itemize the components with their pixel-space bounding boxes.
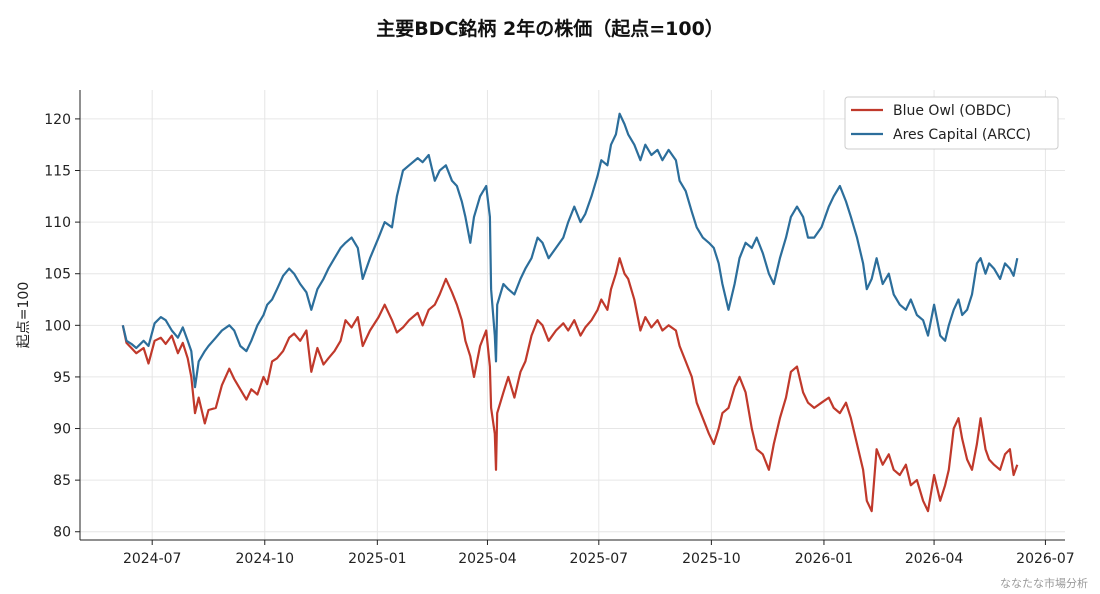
watermark: ななたな市場分析 — [1000, 577, 1088, 590]
legend: Blue Owl (OBDC) Ares Capital (ARCC) — [844, 96, 1059, 150]
series-lines — [121, 112, 1019, 513]
y-ticks: 80 85 90 95 100 105 110 115 120 — [44, 112, 80, 541]
y-axis-label: 起点=100 — [16, 282, 32, 348]
x-tick-label: 2025-07 — [570, 551, 629, 567]
x-tick-label: 2025-10 — [682, 551, 741, 567]
x-tick-label: 2024-07 — [123, 551, 182, 567]
x-ticks: 2024-07 2024-10 2025-01 2025-04 2025-07 2025-… — [123, 540, 1075, 567]
legend-label-arcc: Ares Capital (ARCC) — [893, 127, 1031, 143]
y-tick-label: 100 — [44, 318, 71, 334]
y-tick-label: 120 — [44, 112, 71, 128]
x-tick-label: 2025-01 — [348, 551, 407, 567]
y-tick-label: 110 — [44, 215, 71, 231]
y-tick-label: 95 — [53, 370, 71, 386]
y-tick-label: 85 — [53, 473, 71, 489]
legend-label-obdc: Blue Owl (OBDC) — [893, 103, 1011, 119]
axes — [79, 90, 1065, 541]
y-tick-label: 115 — [44, 164, 71, 180]
y-tick-label: 105 — [44, 267, 71, 283]
x-tick-label: 2025-04 — [458, 551, 517, 567]
grid — [80, 90, 1065, 540]
y-tick-label: 80 — [53, 525, 71, 541]
x-tick-label: 2026-04 — [905, 551, 964, 567]
series-line-obdc — [121, 257, 1019, 513]
y-tick-label: 90 — [53, 422, 71, 438]
x-tick-label: 2026-01 — [795, 551, 854, 567]
series-line-arcc — [121, 112, 1019, 389]
x-tick-label: 2026-07 — [1016, 551, 1075, 567]
chart-title: 主要BDC銘柄 2年の株価（起点=100） — [376, 18, 724, 40]
x-tick-label: 2024-10 — [236, 551, 295, 567]
legend-box — [844, 96, 1059, 150]
